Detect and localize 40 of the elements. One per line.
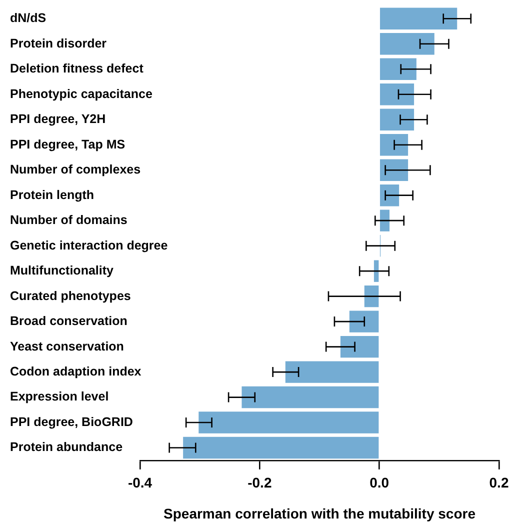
y-tick-label: PPI degree, Tap MS bbox=[10, 137, 126, 152]
bar bbox=[380, 134, 408, 156]
y-tick-label: PPI degree, BioGRID bbox=[10, 414, 133, 429]
y-tick-label: Expression level bbox=[10, 390, 109, 404]
y-tick-label: PPI degree, Y2H bbox=[10, 112, 106, 126]
x-axis-title: Spearman correlation with the mutability score bbox=[164, 505, 476, 522]
bar bbox=[374, 260, 379, 282]
bar bbox=[364, 285, 379, 308]
y-tick-label: Phenotypic capacitance bbox=[10, 86, 152, 101]
bar bbox=[285, 361, 379, 383]
y-tick-label: Deletion fitness defect bbox=[10, 62, 144, 76]
bar bbox=[380, 108, 414, 130]
bar bbox=[380, 58, 416, 80]
bar bbox=[380, 8, 458, 30]
y-tick-label: Yeast conservation bbox=[10, 339, 124, 354]
bar bbox=[380, 159, 408, 181]
y-tick-label: Multifunctionality bbox=[10, 264, 114, 278]
bar bbox=[340, 336, 379, 358]
y-tick-label: Number of complexes bbox=[10, 162, 141, 177]
bar bbox=[380, 210, 390, 232]
y-tick-label: Protein abundance bbox=[10, 440, 123, 454]
y-tick-label: Protein length bbox=[10, 188, 94, 202]
x-tick-label: 0.0 bbox=[370, 474, 390, 491]
y-tick-label: Curated phenotypes bbox=[10, 288, 131, 303]
y-tick-label: Codon adaption index bbox=[10, 364, 142, 378]
y-tick-label: Broad conservation bbox=[10, 314, 128, 328]
bar bbox=[242, 386, 379, 408]
bar bbox=[198, 412, 379, 434]
y-tick-label: Number of domains bbox=[10, 213, 128, 228]
bar bbox=[380, 84, 414, 106]
bar bbox=[349, 310, 379, 332]
x-tick-label: -0.4 bbox=[128, 474, 152, 491]
y-tick-label: Genetic interaction degree bbox=[10, 238, 168, 252]
x-tick-label: 0.2 bbox=[489, 474, 509, 491]
bar bbox=[183, 436, 379, 459]
bar bbox=[380, 33, 434, 55]
bar bbox=[380, 184, 400, 206]
y-tick-label: dN/dS bbox=[10, 11, 46, 26]
y-tick-label: Protein disorder bbox=[10, 36, 107, 50]
x-tick-label: -0.2 bbox=[248, 474, 272, 491]
